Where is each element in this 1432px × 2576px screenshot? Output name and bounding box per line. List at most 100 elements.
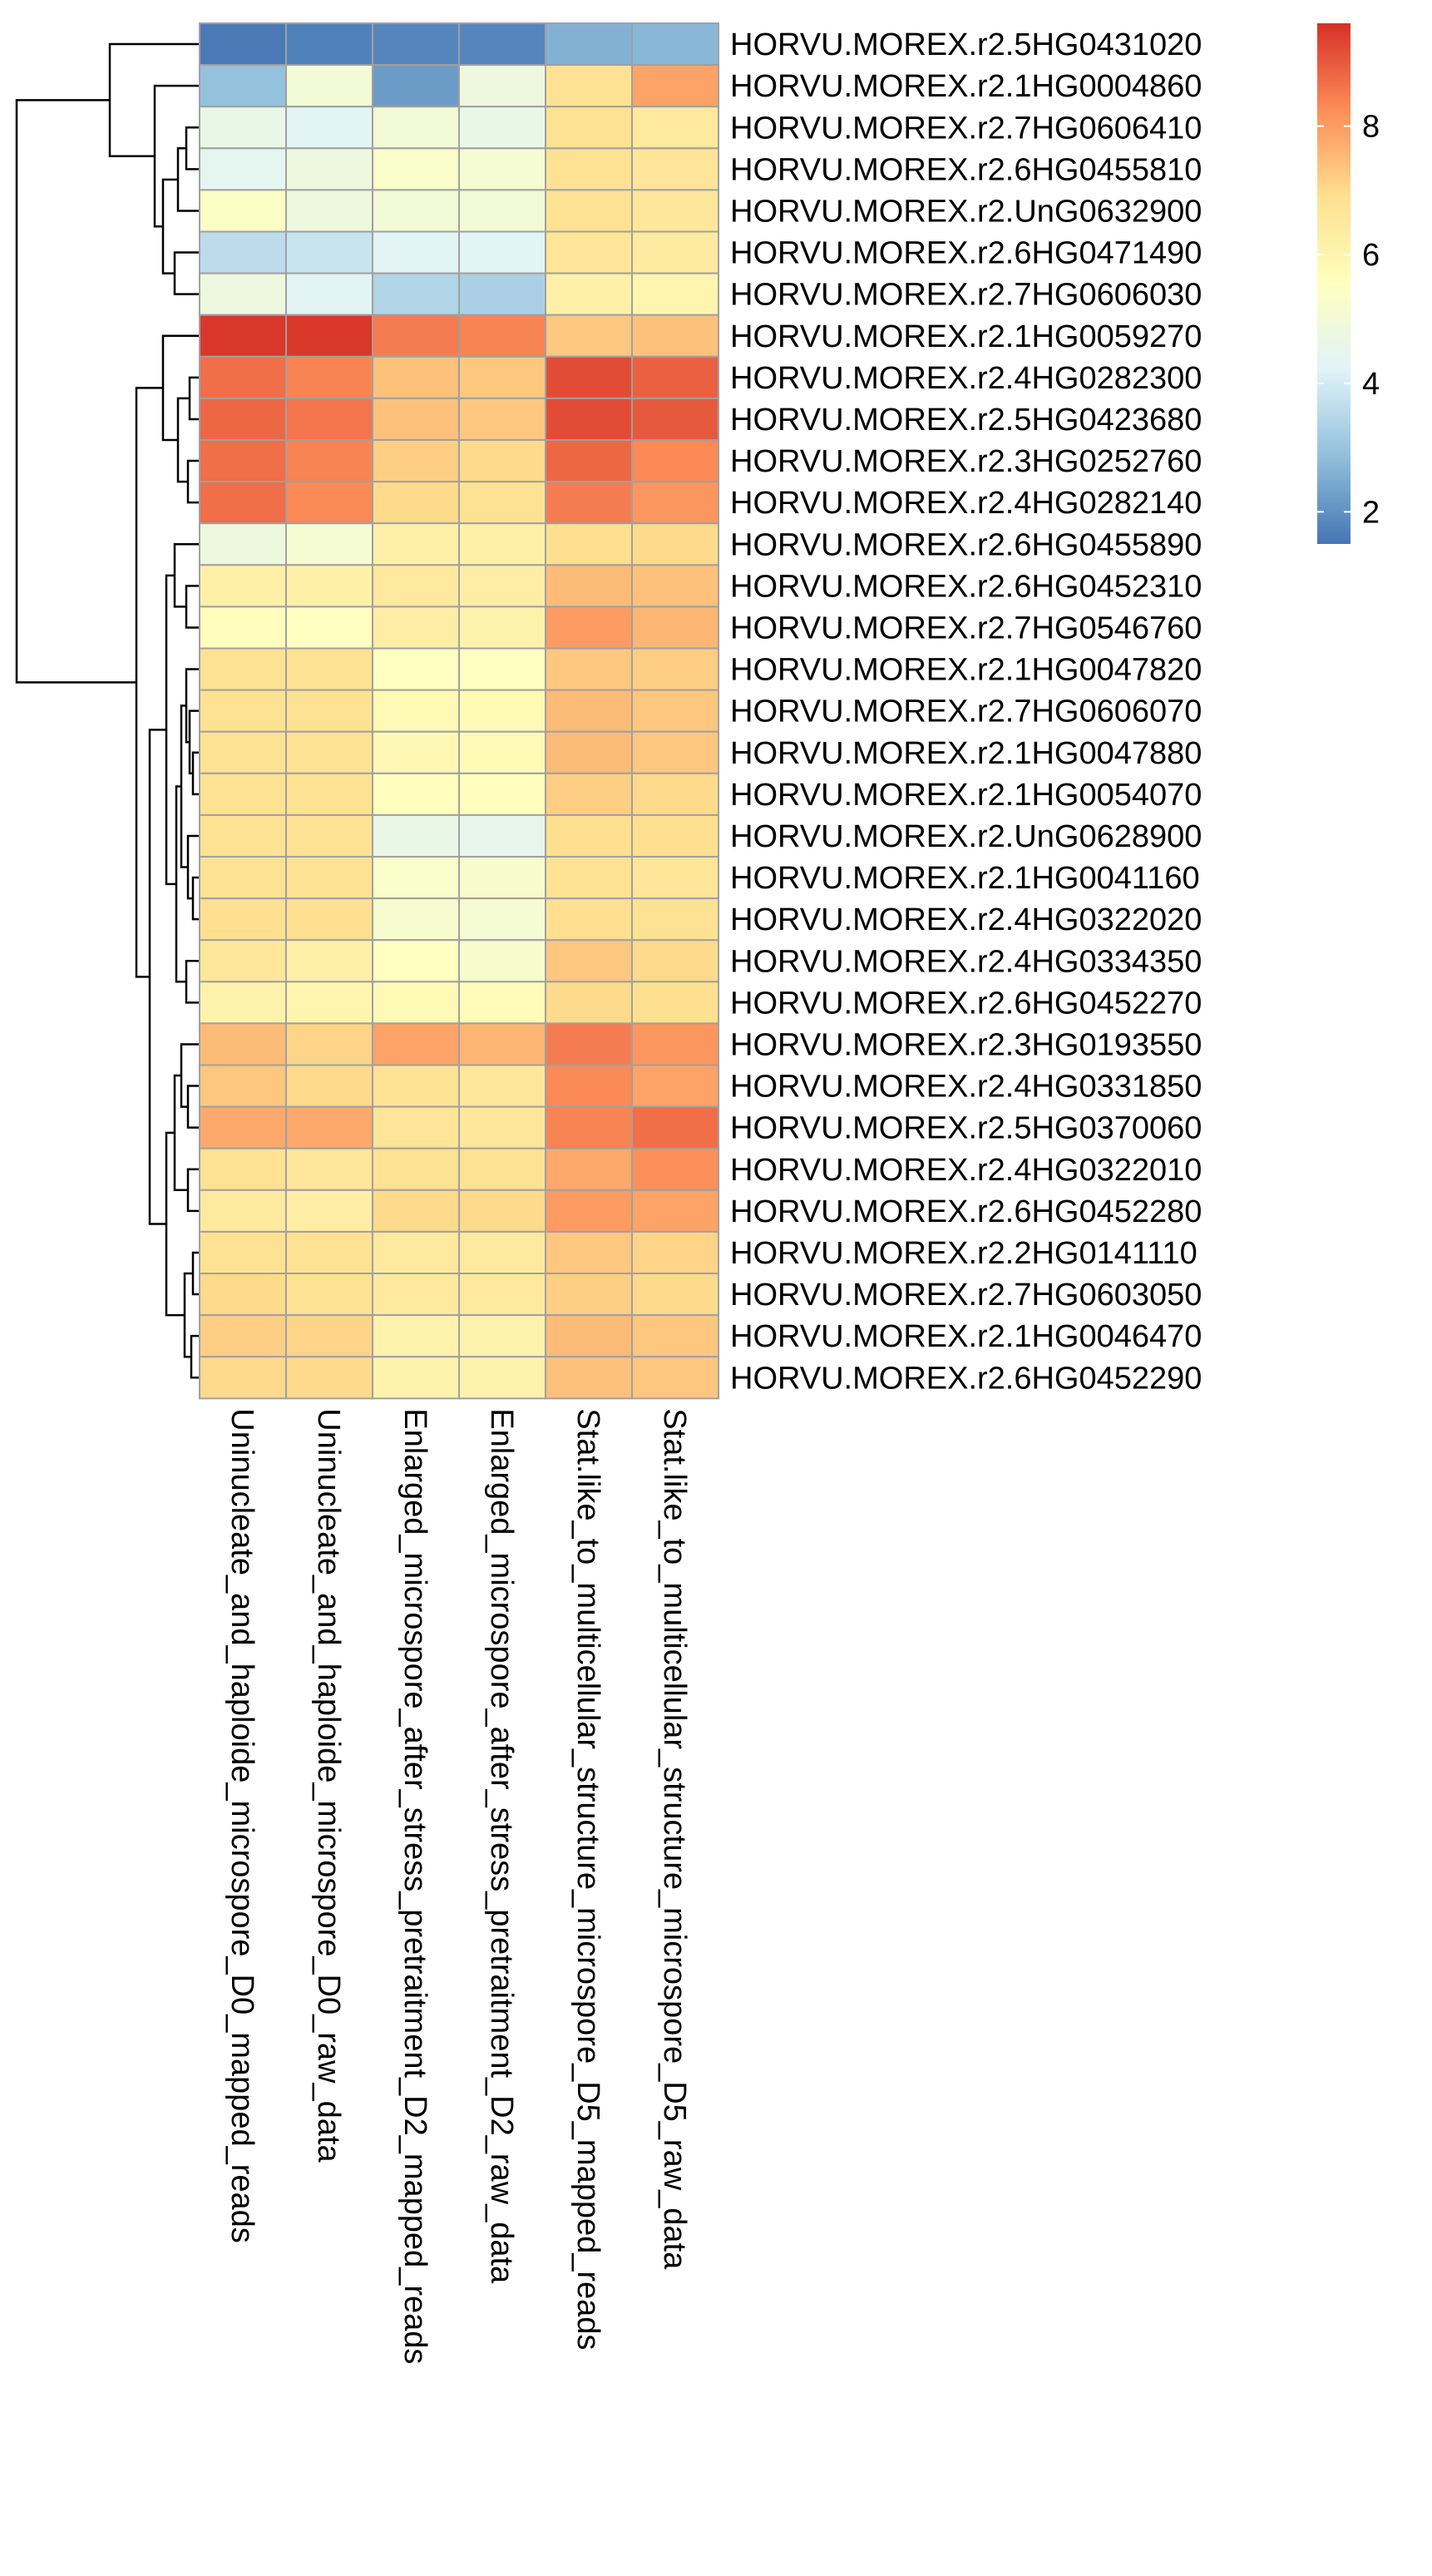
row-dendrogram: [15, 42, 200, 1379]
dendrogram-branch: [186, 459, 200, 504]
row-label: HORVU.MOREX.r2.7HG0606070: [730, 695, 1202, 729]
heatmap-cell: [458, 1230, 546, 1275]
row-label: HORVU.MOREX.r2.6HG0452270: [730, 986, 1202, 1021]
dendrogram-branch: [191, 876, 200, 921]
row-label: HORVU.MOREX.r2.3HG0252760: [730, 444, 1202, 479]
heatmap-cell: [372, 981, 460, 1025]
heatmap-cell: [458, 272, 546, 316]
heatmap-cell: [372, 897, 460, 942]
heatmap-cell: [199, 647, 287, 691]
heatmap-cell: [199, 106, 287, 150]
row-label: HORVU.MOREX.r2.1HG0004860: [730, 69, 1202, 104]
heatmap-cell: [372, 813, 460, 858]
heatmap-cell: [372, 481, 460, 525]
heatmap-cell: [199, 981, 287, 1025]
heatmap-cell: [458, 813, 546, 858]
heatmap-cell: [199, 939, 287, 983]
heatmap-cell: [458, 606, 546, 650]
heatmap-cell: [372, 22, 460, 67]
row-label: HORVU.MOREX.r2.1HG0047820: [730, 653, 1202, 688]
dendrogram-branch: [148, 729, 166, 1225]
column-label: Uninucleate_and_haploide_microspore_D0_m…: [225, 1408, 259, 2242]
heatmap-cell: [199, 147, 287, 191]
row-label: HORVU.MOREX.r2.1HG0047880: [730, 736, 1202, 771]
column-label: Stat.like_to_multicellular_structure_mic…: [570, 1408, 605, 2350]
heatmap-cell: [545, 939, 633, 983]
heatmap-cell: [372, 1064, 460, 1108]
heatmap-cell: [458, 689, 546, 733]
heatmap-cell: [545, 772, 633, 816]
heatmap-cell: [631, 1273, 719, 1317]
heatmap-cell: [545, 314, 633, 358]
heatmap-cell: [199, 1356, 287, 1400]
heatmap-cell: [372, 439, 460, 483]
heatmap-cell: [458, 1022, 546, 1066]
heatmap-cell: [458, 22, 546, 67]
heatmap-cell: [372, 355, 460, 399]
heatmap-cell: [285, 1105, 373, 1150]
heatmap-cell: [458, 439, 546, 483]
heatmap-cell: [458, 1105, 546, 1150]
heatmap-cell: [199, 314, 287, 358]
heatmap-cell: [545, 397, 633, 441]
heatmap-cell: [372, 564, 460, 608]
heatmap-cell: [285, 106, 373, 150]
heatmap-cell: [285, 147, 373, 191]
heatmap-cell: [458, 397, 546, 441]
row-label: HORVU.MOREX.r2.2HG0141110: [730, 1236, 1197, 1271]
column-label: Enlarged_microspore_after_stress_pretrai…: [484, 1408, 519, 2284]
heatmap-cell: [285, 1230, 373, 1275]
heatmap-cell: [372, 522, 460, 566]
heatmap-cell: [545, 856, 633, 900]
heatmap-cell: [545, 1064, 633, 1108]
heatmap-cell: [545, 522, 633, 566]
heatmap-cell: [631, 856, 719, 900]
heatmap-cell: [285, 772, 373, 816]
heatmap-cell: [545, 22, 633, 67]
heatmap-cell: [631, 813, 719, 858]
heatmap-cell: [199, 730, 287, 774]
heatmap-cell: [458, 522, 546, 566]
row-label: HORVU.MOREX.r2.6HG0452280: [730, 1194, 1202, 1229]
heatmap-cell: [199, 897, 287, 942]
heatmap-cell: [631, 522, 719, 566]
heatmap-cell: [458, 230, 546, 274]
heatmap-cell: [285, 272, 373, 316]
heatmap-cell: [285, 230, 373, 274]
dendrogram-branch: [185, 126, 200, 171]
heatmap-cell: [458, 730, 546, 774]
color-legend-ticks: 2 4 6 8: [1317, 110, 1380, 530]
dendrogram-branch: [15, 99, 136, 684]
row-label: HORVU.MOREX.r2.4HG0282140: [730, 486, 1202, 521]
heatmap-cell: [372, 189, 460, 233]
heatmap-cell: [199, 397, 287, 441]
heatmap-cell: [199, 1064, 287, 1108]
row-label: HORVU.MOREX.r2.5HG0423680: [730, 403, 1202, 438]
heatmap-cell: [458, 106, 546, 150]
heatmap-cell: [631, 106, 719, 150]
heatmap-cell: [372, 939, 460, 983]
row-label: HORVU.MOREX.r2.4HG0334350: [730, 944, 1202, 979]
heatmap-cell: [545, 981, 633, 1025]
heatmap-cell: [372, 1189, 460, 1233]
heatmap-cell: [631, 1022, 719, 1066]
heatmap-cell: [285, 1314, 373, 1358]
heatmap-cell: [372, 1356, 460, 1400]
heatmap-cell: [199, 481, 287, 525]
heatmap-cell: [372, 397, 460, 441]
heatmap-cell: [199, 689, 287, 733]
heatmap-cell: [631, 897, 719, 942]
heatmap-cell: [631, 1356, 719, 1400]
heatmap-cell: [545, 1105, 633, 1150]
heatmap-cell: [458, 647, 546, 691]
heatmap-cell: [631, 189, 719, 233]
heatmap-cell: [631, 564, 719, 608]
dendrogram-branch: [188, 710, 200, 775]
heatmap-cell: [458, 189, 546, 233]
dendrogram-branch: [161, 178, 178, 274]
heatmap-cell: [199, 272, 287, 316]
dendrogram-branch: [185, 960, 200, 1004]
column-label: Enlarged_microspore_after_stress_pretrai…: [398, 1408, 432, 2364]
heatmap-cell: [285, 355, 373, 399]
heatmap-cell: [285, 522, 373, 566]
